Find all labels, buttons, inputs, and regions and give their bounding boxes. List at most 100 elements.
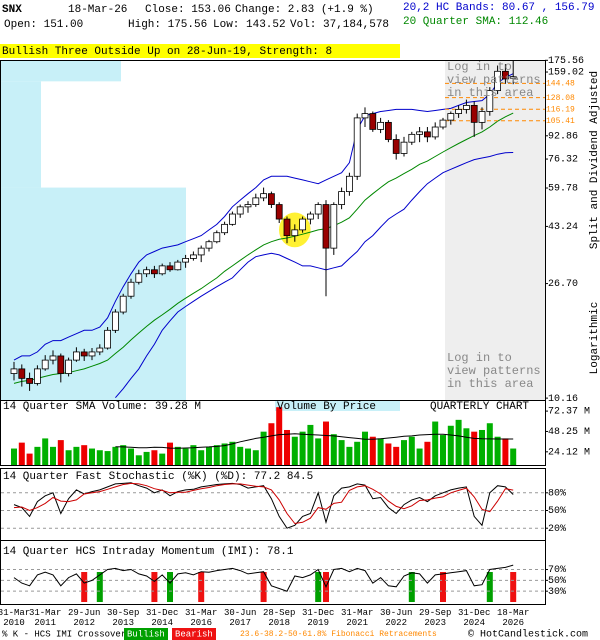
volume-bar [471,431,478,465]
volume-bar [393,446,400,465]
candle-body [431,126,439,138]
candle-body [205,241,213,249]
bearish-crossover [198,572,205,602]
bearish-crossover [510,572,517,602]
bullish-crossover [315,572,322,602]
volume-bar [463,428,470,465]
x-tick-label: 31-Dec 2014 [145,608,179,628]
bullish-crossover [167,572,173,602]
y-tick-label: 72.37 M [548,407,590,418]
bearish-crossover [260,572,267,602]
footer-copyright: © HotCandlestick.com [468,629,588,640]
x-tick-label: 29-Jun 2012 [67,608,101,628]
bearish-crossover [81,572,88,602]
footer-crossover: % K - HCS IMI Crossover: [2,629,132,639]
open: Open: 151.00 [4,19,83,31]
volume-bar [369,436,376,465]
x-tick-label: 31-Dec 2024 [457,608,491,628]
candle-body [189,254,197,259]
bearish-crossover [440,572,446,602]
volume-by-price-label: Volume By Price [277,401,376,413]
y-tick-label: 48.25 M [548,427,590,438]
volume-bar [494,436,501,465]
volume-by-price-bar [1,187,186,400]
volume-bar [221,443,228,465]
candle-body [455,109,463,114]
volume-bar [299,431,306,465]
candle-body [353,117,361,177]
candle-body [494,70,502,91]
candle-body [408,133,416,143]
panel-title: 14 Quarter HCS Intraday Momentum (IMI): … [3,546,294,558]
volume-bar [502,438,509,465]
candle-body [275,204,283,220]
indicator-line [13,564,514,592]
volume-bar [276,407,283,465]
candle-body [470,105,478,123]
chart-label: QUARTERLY CHART [430,401,529,413]
volume-bar [245,448,251,465]
y-tick-label: 92.86 [548,131,578,142]
candle-body [330,204,338,249]
x-tick-label: 31-Dec 2019 [301,608,335,628]
sma: 20 Quarter SMA: 112.46 [403,16,548,28]
change: Change: 2.83 (+1.9 %) [235,4,374,16]
volume-bar [486,423,493,465]
volume-bar [432,421,439,465]
label-bg [275,400,400,411]
volume-bar [323,421,329,465]
candle-body [392,139,400,154]
candle-body [306,213,314,220]
indicator-line [13,73,514,361]
fib-label: 128.08 [546,94,575,103]
volume-bar [89,448,95,465]
x-tick-label: 31-Mar 2011 [28,608,62,628]
panel-title: 14 Quarter Fast Stochastic (%K) (%D): 77… [3,471,313,483]
bearish-badge [172,628,216,640]
banner-bg [0,44,400,58]
x-tick-label: 31-Mar 2021 [340,608,374,628]
candle-body [182,258,190,263]
imi-panel [0,540,546,605]
indicator-line [13,112,514,384]
volume-bar [479,429,485,465]
volume-bar [377,438,384,465]
volume-bar [260,431,267,465]
volume-bar [120,445,127,465]
candle-body [166,265,174,271]
low: Low: 143.52 [213,19,286,31]
close: Close: 153.06 [145,4,231,16]
volume-bar [96,450,103,465]
candle-body [49,355,57,361]
volume-panel [0,400,546,466]
volume-bar [455,419,462,465]
volume: Vol: 37,184,578 [290,19,389,31]
y-tick-label: 59.78 [548,184,578,195]
candle-body [158,265,166,275]
bullish-crossover [96,572,103,602]
candle-body [283,218,291,237]
candle-body [104,329,111,349]
candle-body [119,295,127,313]
volume-bar [291,436,298,465]
volume-bar [112,446,119,465]
candle-body [41,359,49,370]
volume-bar [159,453,166,465]
candle-body [112,311,119,331]
candle-body [267,193,275,205]
x-tick-label: 18-Mar 2026 [496,608,530,628]
footer-bullish: Bullish [127,629,165,639]
date: 18-Mar-26 [68,4,127,16]
x-tick-label: 30-Sep 2013 [106,608,140,628]
candle-body [260,193,268,199]
candle-body [486,90,494,112]
volume-bar [237,446,244,465]
candle-body [501,70,509,80]
y-tick-label: 159.02 [548,68,584,79]
y-tick-label: 30% [548,587,566,598]
volume-bar [198,450,205,465]
volume-bar [362,431,368,465]
side-label: Logarithmic [589,302,600,375]
bullish-crossover [408,572,415,602]
candle-body [65,359,72,374]
